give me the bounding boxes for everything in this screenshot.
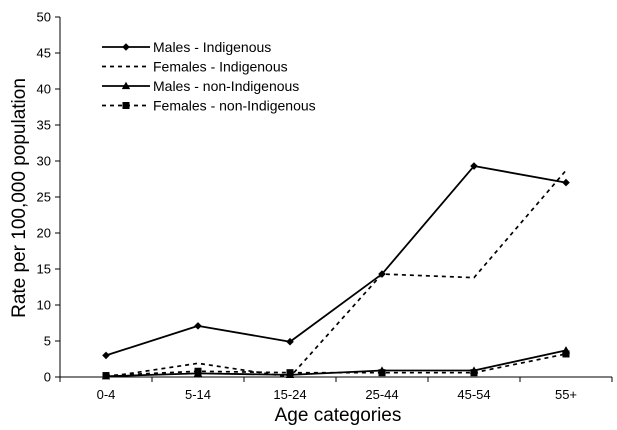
legend-label: Males - Indigenous <box>153 39 271 55</box>
y-tick-label: 35 <box>37 118 51 133</box>
data-point <box>194 322 202 330</box>
x-axis-title: Age categories <box>275 405 402 426</box>
series-line <box>105 169 567 378</box>
y-tick-label: 0 <box>44 370 51 385</box>
y-tick-label: 10 <box>37 298 51 313</box>
data-point <box>194 367 202 375</box>
legend: Males - Indigenous Females - Indigenous Ma… <box>102 39 316 114</box>
legend-label: Females - Indigenous <box>153 59 288 75</box>
data-point <box>562 350 570 358</box>
x-tick-label: 0-4 <box>97 387 116 402</box>
y-tick-label: 20 <box>37 226 51 241</box>
legend-label: Females - non-Indigenous <box>153 98 316 114</box>
x-tick-label: 55+ <box>555 387 577 402</box>
legend-label: Males - non-Indigenous <box>153 78 299 94</box>
x-axis: 0-4 5-14 15-24 25-44 45-54 55+ <box>59 376 613 402</box>
series-2 <box>105 169 567 378</box>
data-point <box>286 369 294 377</box>
series-1 <box>102 162 570 360</box>
series-line <box>105 165 567 357</box>
series-line <box>105 349 567 378</box>
x-tick-label: 25-44 <box>365 387 398 402</box>
data-point <box>470 162 478 170</box>
x-tick-label: 15-24 <box>273 387 306 402</box>
y-tick-label: 25 <box>37 190 51 205</box>
x-tick-label: 5-14 <box>185 387 211 402</box>
y-tick-label: 15 <box>37 262 51 277</box>
y-tick-label: 40 <box>37 82 51 97</box>
data-point <box>102 351 110 360</box>
series-layer <box>101 162 571 380</box>
y-tick-label: 50 <box>37 10 51 25</box>
data-point <box>470 369 478 377</box>
series-4 <box>102 350 570 380</box>
legend-marker <box>121 81 131 90</box>
series-3 <box>101 346 571 380</box>
y-tick-label: 45 <box>37 46 51 61</box>
legend-marker <box>122 102 130 109</box>
y-tick-label: 5 <box>44 334 51 349</box>
y-axis-title: Rate per 100,000 population <box>9 78 30 318</box>
legend-item: Females - Indigenous <box>102 59 288 75</box>
y-tick-label: 30 <box>37 154 51 169</box>
data-point <box>286 337 294 346</box>
legend-item: Females - non-Indigenous <box>102 98 316 114</box>
legend-item: Males - Indigenous <box>102 39 271 55</box>
data-point <box>562 178 570 187</box>
legend-item: Males - non-Indigenous <box>102 78 299 94</box>
x-tick-label: 45-54 <box>457 387 490 402</box>
y-axis: 0 5 10 15 20 25 30 35 40 45 50 <box>37 10 61 385</box>
data-point <box>102 372 110 380</box>
legend-marker <box>122 43 130 51</box>
data-point <box>378 369 386 377</box>
